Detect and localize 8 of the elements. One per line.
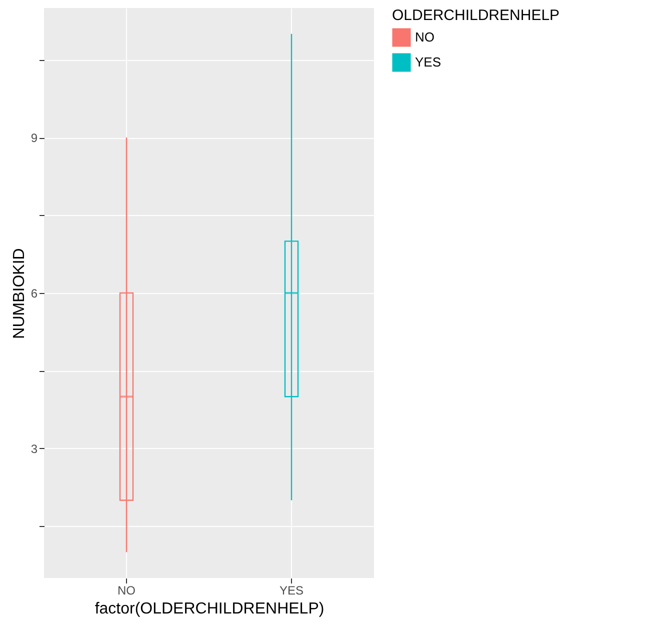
legend-title: OLDERCHILDRENHELP [392,7,560,24]
legend-label: NO [415,30,434,44]
x-axis-title: factor(OLDERCHILDRENHELP) [94,600,324,618]
y-tick-label: 6 [30,286,38,300]
legend-label: YES [415,54,442,70]
y-axis-title: NUMBIOKID [10,248,28,339]
y-tick-label: 3 [30,442,38,456]
y-tick-label: 9 [30,131,38,146]
